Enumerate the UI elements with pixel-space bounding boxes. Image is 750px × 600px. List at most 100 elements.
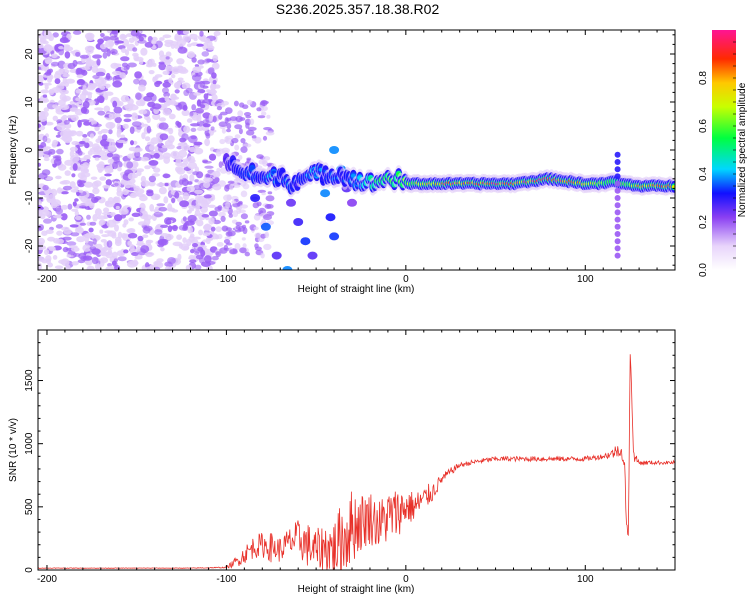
heatmap-cell: [65, 264, 71, 270]
heatmap-cell: [218, 121, 228, 127]
heatmap-cell: [42, 94, 48, 98]
heatmap-cell: [189, 259, 197, 264]
heatmap-cell: [199, 30, 204, 37]
heatmap-cell: [224, 184, 230, 192]
heatmap-cell: [185, 87, 193, 94]
heatmap-cell: [132, 166, 138, 172]
heatmap-cell: [44, 71, 52, 76]
heatmap-cell: [178, 243, 184, 249]
y-tick-label: 500: [24, 498, 35, 515]
heatmap-cell: [191, 74, 202, 82]
heatmap-cell: [249, 166, 255, 171]
heatmap-cell: [89, 84, 96, 90]
heatmap-cell: [202, 123, 211, 128]
heatmap-cell: [149, 204, 155, 212]
heatmap-cell: [199, 104, 206, 109]
heatmap-cell: [55, 70, 64, 76]
heatmap-cell: [148, 58, 155, 66]
heatmap-cell: [232, 210, 239, 218]
heatmap-cell: [75, 97, 81, 102]
heatmap-cell: [55, 175, 62, 180]
heatmap-cell: [193, 92, 202, 96]
heatmap-cell: [614, 187, 621, 194]
heatmap-cell: [112, 80, 123, 88]
heatmap-cell: [271, 251, 282, 260]
heatmap-cell: [203, 181, 211, 189]
heatmap-cell: [265, 131, 275, 136]
heatmap-cell: [186, 185, 195, 192]
heatmap-cell: [614, 159, 621, 165]
heatmap-cell: [112, 251, 118, 259]
heatmap-cell: [141, 132, 146, 140]
heatmap-cell: [158, 122, 169, 130]
heatmap-cell: [145, 253, 153, 258]
heatmap-cell: [42, 184, 49, 191]
heatmap-cell: [132, 156, 143, 162]
heatmap-cell: [136, 242, 146, 247]
heatmap-cell: [239, 102, 245, 108]
heatmap-cell: [159, 37, 165, 41]
heatmap-cell: [220, 111, 228, 116]
colorbar-tick-label: 0.2: [698, 215, 709, 229]
heatmap-cell: [44, 84, 49, 90]
heatmap-cell: [218, 161, 223, 169]
heatmap-cell: [111, 70, 122, 76]
heatmap-cell: [137, 235, 144, 242]
heatmap-cell: [132, 47, 138, 52]
heatmap-cell: [194, 64, 199, 68]
heatmap-cell: [187, 51, 196, 58]
heatmap-cell: [52, 104, 58, 109]
colorbar: [712, 30, 736, 270]
heatmap-cell: [72, 30, 82, 35]
heatmap-cell: [170, 101, 179, 106]
heatmap-cell: [190, 127, 197, 132]
heatmap-cell: [116, 190, 123, 197]
heatmap-cell: [122, 38, 130, 47]
heatmap-cell: [82, 255, 93, 261]
heatmap-cell: [154, 195, 160, 200]
heatmap-cell: [58, 259, 68, 265]
heatmap-cell: [103, 207, 110, 213]
heatmap-cell: [175, 158, 182, 164]
heatmap-cell: [74, 215, 82, 221]
heatmap-cell: [47, 236, 56, 242]
heatmap-cell: [211, 256, 219, 261]
heatmap-cell: [245, 122, 250, 129]
heatmap-cell: [614, 166, 621, 173]
heatmap-cell: [117, 231, 123, 239]
heatmap-cell: [140, 47, 148, 56]
heatmap-cell: [114, 224, 119, 232]
heatmap-cell: [47, 262, 53, 268]
snr-series-line: [38, 354, 675, 570]
heatmap-cell: [197, 246, 204, 252]
heatmap-cell: [193, 37, 198, 42]
heatmap-cell: [96, 164, 105, 172]
heatmap-cell: [249, 118, 255, 126]
heatmap-cell: [63, 128, 72, 137]
heatmap-cell: [159, 117, 166, 122]
heatmap-cell: [195, 199, 203, 206]
heatmap-cell: [86, 265, 95, 270]
heatmap-cell: [221, 128, 226, 134]
heatmap-cell: [77, 119, 82, 128]
heatmap-cell: [192, 171, 200, 176]
heatmap-cell: [77, 150, 83, 156]
heatmap-cell: [59, 104, 70, 111]
heatmap-noise-field: [38, 30, 275, 270]
heatmap-cell: [240, 190, 248, 198]
heatmap-cell: [92, 238, 97, 245]
heatmap-cell: [164, 95, 170, 102]
heatmap-cell: [201, 51, 210, 57]
heatmap-cell: [101, 211, 112, 216]
heatmap-cell: [162, 34, 172, 39]
heatmap-cell: [67, 62, 76, 70]
heatmap-cell: [135, 92, 142, 100]
heatmap-cell: [101, 234, 110, 238]
heatmap-cell: [62, 114, 68, 120]
heatmap-cell: [88, 227, 94, 233]
heatmap-cell: [106, 48, 111, 57]
heatmap-cell: [178, 149, 188, 158]
heatmap-cell: [89, 246, 97, 251]
heatmap-cell: [242, 243, 247, 248]
